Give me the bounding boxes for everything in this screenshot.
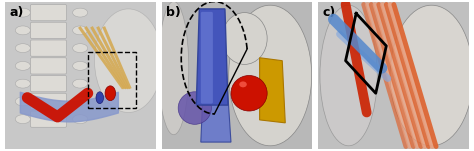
FancyBboxPatch shape	[30, 111, 66, 127]
Ellipse shape	[15, 115, 30, 124]
Ellipse shape	[15, 97, 30, 106]
FancyBboxPatch shape	[30, 93, 66, 109]
Text: c): c)	[323, 6, 336, 19]
Ellipse shape	[15, 61, 30, 70]
FancyBboxPatch shape	[30, 40, 66, 56]
FancyBboxPatch shape	[30, 22, 66, 39]
Polygon shape	[201, 72, 231, 142]
Ellipse shape	[73, 61, 88, 70]
Ellipse shape	[239, 81, 247, 87]
Ellipse shape	[228, 5, 312, 146]
Ellipse shape	[15, 79, 30, 88]
Circle shape	[231, 76, 267, 111]
Bar	[88, 52, 136, 108]
Ellipse shape	[390, 5, 473, 146]
Ellipse shape	[73, 115, 88, 124]
Ellipse shape	[320, 5, 377, 146]
Text: b): b)	[166, 6, 181, 19]
Ellipse shape	[73, 97, 88, 106]
Ellipse shape	[159, 2, 189, 135]
Polygon shape	[260, 58, 285, 123]
Text: a): a)	[9, 6, 24, 19]
Ellipse shape	[73, 26, 88, 35]
FancyBboxPatch shape	[30, 76, 66, 92]
Polygon shape	[196, 9, 228, 105]
Ellipse shape	[73, 8, 88, 17]
Ellipse shape	[15, 8, 30, 17]
Ellipse shape	[15, 26, 30, 35]
FancyBboxPatch shape	[201, 12, 213, 104]
Ellipse shape	[15, 44, 30, 53]
Ellipse shape	[94, 9, 162, 112]
FancyBboxPatch shape	[30, 5, 66, 21]
Ellipse shape	[178, 92, 211, 124]
Ellipse shape	[105, 86, 116, 101]
FancyBboxPatch shape	[30, 58, 66, 74]
Ellipse shape	[73, 79, 88, 88]
Ellipse shape	[222, 13, 267, 64]
Ellipse shape	[96, 92, 103, 104]
Ellipse shape	[73, 44, 88, 53]
